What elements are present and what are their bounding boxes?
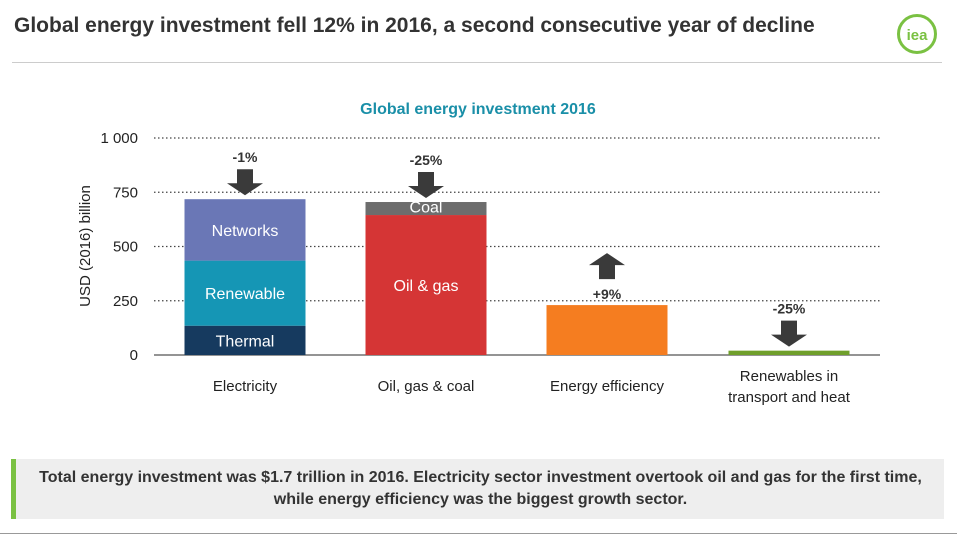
down-arrow-icon	[227, 169, 263, 196]
takeaway-box: Total energy investment was $1.7 trillio…	[11, 459, 944, 519]
segment-label: Coal	[410, 200, 443, 217]
x-tick-label: Electricity	[213, 378, 278, 395]
change-label: -1%	[233, 149, 258, 165]
y-tick-label: 1 000	[100, 130, 138, 147]
segment-label: Renewable	[205, 286, 285, 303]
down-arrow-icon	[408, 172, 444, 199]
chart: Global energy investment 2016 USD (2016)…	[77, 101, 880, 406]
up-arrow-icon	[589, 253, 625, 280]
x-tick-label: Energy efficiency	[550, 378, 664, 395]
y-tick-label: 0	[130, 347, 138, 364]
bar-segment	[365, 202, 487, 216]
y-tick-labels: 0 250 500 750 1 000	[100, 130, 138, 364]
change-annotations: -1% -25% +9% -25%	[227, 149, 807, 347]
y-tick-label: 250	[113, 293, 138, 310]
x-tick-label: transport and heat	[728, 389, 851, 406]
bottom-divider	[0, 533, 957, 534]
bar-segment	[546, 305, 668, 355]
takeaway-text: Total energy investment was $1.7 trillio…	[39, 469, 922, 508]
takeaway-accent-bar	[11, 459, 16, 519]
bars: Thermal Renewable Networks Oil & gas Coal	[184, 199, 850, 355]
iea-logo: iea	[897, 14, 937, 54]
segment-label: Networks	[212, 223, 279, 240]
segment-label: Oil & gas	[394, 278, 459, 295]
bar-segment	[184, 199, 306, 261]
bar-segment	[728, 350, 850, 355]
down-arrow-icon	[771, 320, 807, 347]
change-label: -25%	[773, 301, 806, 317]
slide-title: Global energy investment fell 12% in 201…	[14, 14, 815, 37]
change-label: -25%	[410, 152, 443, 168]
chart-title: Global energy investment 2016	[360, 101, 596, 118]
x-tick-label: Oil, gas & coal	[378, 378, 475, 395]
y-tick-label: 750	[113, 184, 138, 201]
x-tick-label: Renewables in	[740, 368, 838, 385]
logo-text: iea	[907, 27, 929, 44]
x-tick-labels: Electricity Oil, gas & coal Energy efficie…	[213, 368, 851, 406]
logo-ring	[897, 14, 937, 54]
y-tick-label: 500	[113, 239, 138, 256]
y-axis-label: USD (2016) billion	[77, 185, 94, 307]
segment-label: Thermal	[216, 333, 275, 350]
title-divider	[12, 62, 942, 63]
bar-segment	[184, 260, 306, 326]
change-label: +9%	[593, 286, 622, 302]
bar-segment	[365, 215, 487, 355]
bar-segment	[184, 325, 306, 355]
